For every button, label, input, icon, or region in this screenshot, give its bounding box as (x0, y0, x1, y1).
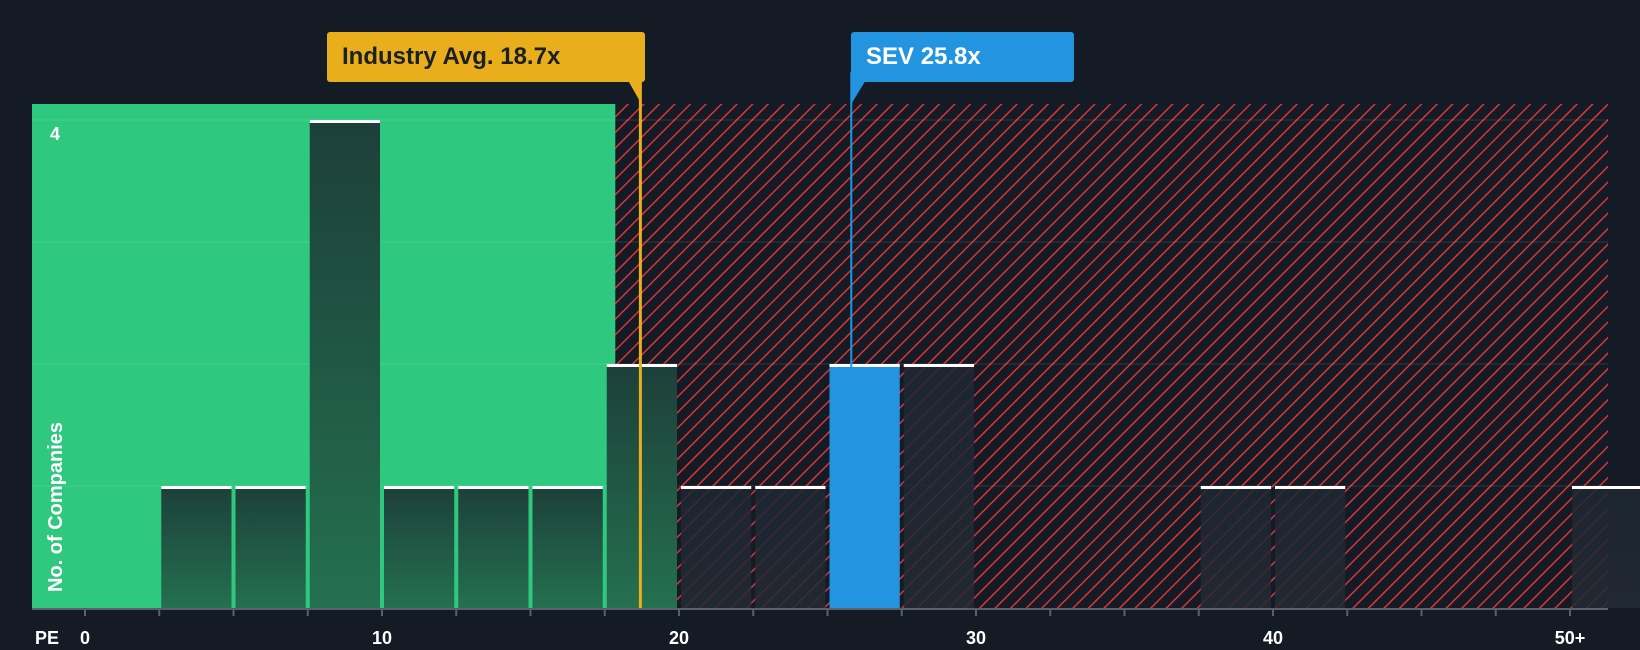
company-bar (829, 364, 900, 608)
histogram-bar (235, 486, 306, 608)
y-axis-label: No. of Companies (45, 422, 67, 592)
bar-top-cap (384, 486, 455, 489)
y-axis-ticks: 4 (50, 124, 60, 144)
histogram-bar (681, 486, 752, 608)
bar-top-cap (1572, 486, 1640, 489)
histogram-bar (458, 486, 529, 608)
x-axis-label: PE (35, 628, 59, 648)
bar-top-cap (235, 486, 306, 489)
bar-top-cap (1200, 486, 1271, 489)
x-tick-label: 20 (669, 628, 689, 648)
industry-average-callout: Industry Avg. 18.7x (327, 32, 645, 82)
industry-callout-pointer (628, 81, 642, 104)
bar-top-cap (1275, 486, 1346, 489)
x-axis-ticks: 0 10 20 30 40 50+ (80, 608, 1585, 648)
bar-top-cap (161, 486, 232, 489)
histogram-bar (755, 486, 826, 608)
bar-top-cap (681, 486, 752, 489)
x-tick-label: 10 (372, 628, 392, 648)
histogram-bar (1200, 486, 1271, 608)
histogram-bar (384, 486, 455, 608)
histogram-bars (161, 120, 1640, 608)
company-pe-callout: SEV 25.8x (851, 32, 1074, 82)
industry-average-label: Industry Avg. 18.7x (342, 43, 561, 70)
histogram-bar (309, 120, 380, 608)
x-tick-label: 30 (966, 628, 986, 648)
histogram-bar (903, 364, 974, 608)
histogram-bar (1275, 486, 1346, 608)
x-tick-label: 40 (1263, 628, 1283, 648)
company-pe-label: SEV 25.8x (866, 43, 981, 70)
bar-top-cap (458, 486, 529, 489)
bar-top-cap (309, 120, 380, 123)
histogram-bar (1572, 486, 1640, 608)
bar-top-cap (755, 486, 826, 489)
bar-top-cap (903, 364, 974, 367)
bar-top-cap (829, 364, 900, 367)
x-tick-label: 50+ (1555, 628, 1586, 648)
y-tick-label: 4 (50, 124, 60, 144)
histogram-bar (161, 486, 232, 608)
histogram-bar (532, 486, 603, 608)
x-tick-label: 0 (80, 628, 90, 648)
company-callout-pointer (851, 81, 866, 104)
bar-top-cap (532, 486, 603, 489)
